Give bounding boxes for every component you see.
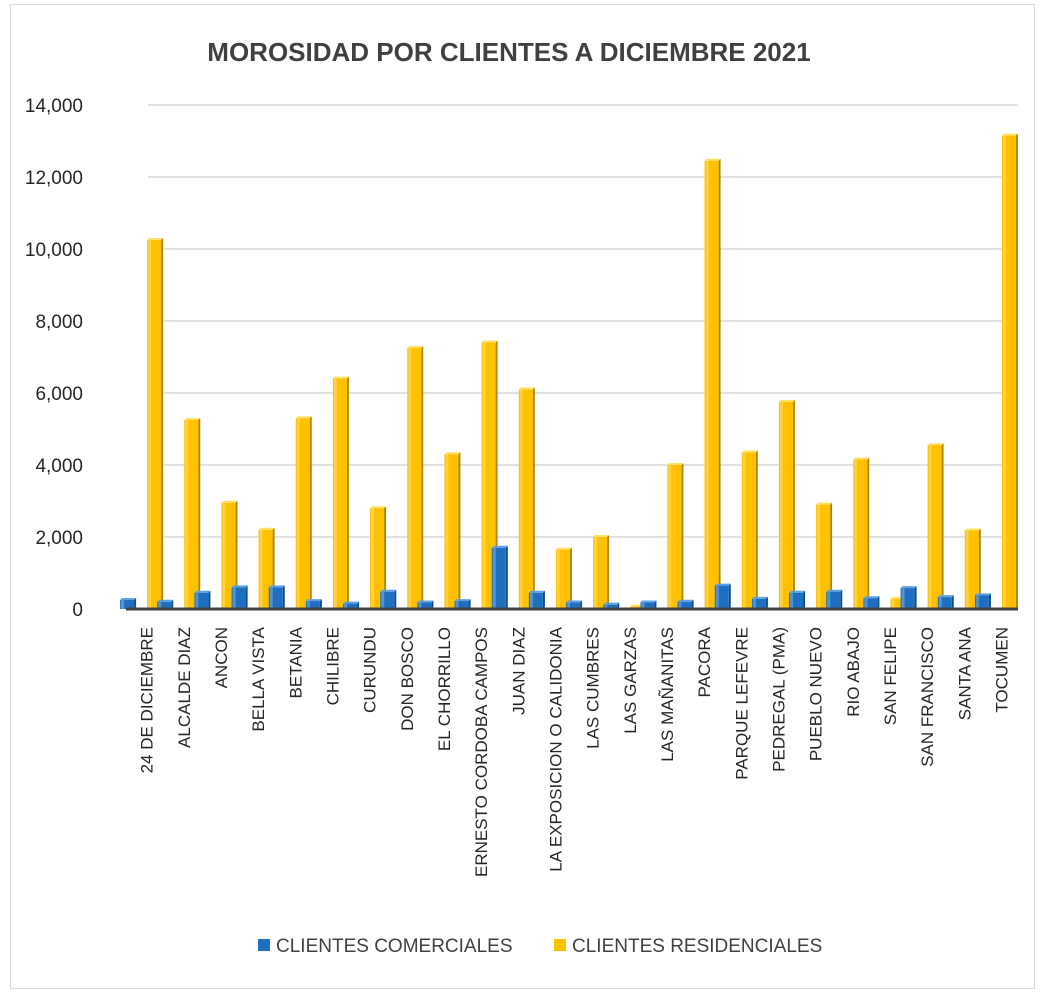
chart: MOROSIDAD POR CLIENTES A DICIEMBRE 2021 … — [25, 37, 1018, 957]
bar-residenciales — [332, 376, 349, 609]
bar-comerciales — [677, 599, 694, 609]
bar-residenciales — [816, 502, 833, 609]
bar-comerciales — [751, 596, 768, 609]
x-category-label: ANCON — [212, 627, 231, 688]
bar-comerciales — [157, 599, 174, 609]
x-category-label: ERNESTO CORDOBA CAMPOS — [472, 627, 491, 877]
bar-residenciales — [741, 450, 758, 609]
x-category-label: DON BOSCO — [398, 627, 417, 731]
bar-comerciales — [231, 585, 248, 609]
bar-comerciales — [603, 602, 620, 609]
bar-residenciales — [593, 535, 610, 609]
x-category-label: EL CHORRILLO — [435, 627, 454, 751]
x-category-label: CURUNDU — [361, 627, 380, 713]
x-category-label: SANTA ANA — [955, 626, 974, 720]
x-category-label: BETANIA — [286, 626, 305, 698]
bar-comerciales — [528, 590, 545, 609]
x-category-label: LAS GARZAS — [621, 627, 640, 734]
bars — [120, 133, 1018, 610]
legend: CLIENTES COMERCIALES CLIENTES RESIDENCIAL… — [258, 936, 822, 957]
bar-comerciales — [900, 586, 917, 609]
bar-comerciales — [937, 595, 954, 609]
bar-comerciales — [120, 598, 137, 609]
bar-comerciales — [305, 599, 322, 609]
chart-frame: MOROSIDAD POR CLIENTES A DICIEMBRE 2021 … — [10, 4, 1035, 989]
x-category-label: TOCUMEN — [992, 627, 1011, 713]
chart-title: MOROSIDAD POR CLIENTES A DICIEMBRE 2021 — [207, 37, 810, 67]
bar-comerciales — [714, 583, 731, 609]
bar-residenciales — [147, 238, 164, 609]
legend-swatch — [554, 939, 566, 951]
bar-comerciales — [566, 600, 583, 609]
bar-comerciales — [826, 589, 843, 609]
x-category-label: LAS CUMBRES — [584, 627, 603, 749]
y-tick-label: 10,000 — [25, 240, 83, 261]
bar-residenciales — [370, 506, 387, 609]
bar-residenciales — [481, 340, 498, 609]
legend-swatch — [258, 939, 270, 951]
x-category-label: BELLA VISTA — [249, 626, 268, 731]
bar-residenciales — [853, 457, 870, 609]
x-category-label: SAN FRANCISCO — [918, 627, 937, 767]
bar-comerciales — [974, 593, 991, 609]
y-tick-label: 12,000 — [25, 168, 83, 189]
y-tick-label: 6,000 — [35, 384, 83, 405]
legend-label: CLIENTES COMERCIALES — [276, 936, 513, 957]
bar-residenciales — [407, 346, 424, 609]
x-category-label: PACORA — [695, 626, 714, 697]
bar-comerciales — [863, 596, 880, 609]
bar-comerciales — [789, 590, 806, 609]
x-axis-categories: 24 DE DICIEMBRE ALCALDE DIAZ ANCON BELLA VI… — [138, 626, 1012, 877]
x-category-label: ALCALDE DIAZ — [175, 627, 194, 748]
x-category-label: CHILIBRE — [323, 627, 342, 705]
bar-comerciales — [380, 589, 397, 609]
bar-residenciales — [927, 443, 944, 609]
bar-residenciales — [1001, 133, 1018, 609]
x-category-label: LA EXPOSICION O CALIDONIA — [546, 626, 565, 871]
x-category-label: RIO ABAJO — [844, 627, 863, 717]
bar-residenciales — [667, 463, 684, 609]
legend-label: CLIENTES RESIDENCIALES — [572, 936, 822, 957]
bar-residenciales — [444, 452, 461, 609]
x-category-label: 24 DE DICIEMBRE — [138, 627, 157, 773]
bar-residenciales — [704, 158, 721, 610]
y-tick-label: 14,000 — [25, 96, 83, 117]
y-tick-label: 2,000 — [35, 528, 83, 549]
bar-comerciales — [491, 545, 508, 609]
bar-comerciales — [454, 599, 471, 609]
x-category-label: SAN FELIPE — [881, 627, 900, 725]
x-category-label: LAS MAÑANITAS — [658, 627, 677, 762]
bar-comerciales — [343, 601, 360, 609]
y-tick-label: 8,000 — [35, 312, 83, 333]
gridlines — [148, 104, 1018, 538]
y-tick-label: 0 — [72, 600, 83, 621]
bar-residenciales — [778, 400, 795, 609]
x-category-label: PUEBLO NUEVO — [807, 627, 826, 761]
x-category-label: PEDREGAL (PMA) — [769, 627, 788, 772]
y-tick-label: 4,000 — [35, 456, 83, 477]
bar-residenciales — [964, 528, 981, 609]
bar-residenciales — [184, 418, 201, 609]
bar-residenciales — [518, 387, 535, 609]
bar-residenciales — [295, 416, 312, 609]
x-category-label: PARQUE LEFEVRE — [732, 627, 751, 780]
bar-comerciales — [268, 585, 285, 609]
bar-residenciales — [221, 500, 238, 609]
x-category-label: JUAN DIAZ — [509, 627, 528, 715]
y-axis-ticks: 0 2,000 4,000 6,000 8,000 10,000 12,000 14,000 — [25, 96, 83, 621]
bar-comerciales — [417, 600, 434, 609]
bar-comerciales — [194, 590, 211, 609]
bar-comerciales — [640, 600, 657, 609]
bar-residenciales — [555, 547, 572, 609]
